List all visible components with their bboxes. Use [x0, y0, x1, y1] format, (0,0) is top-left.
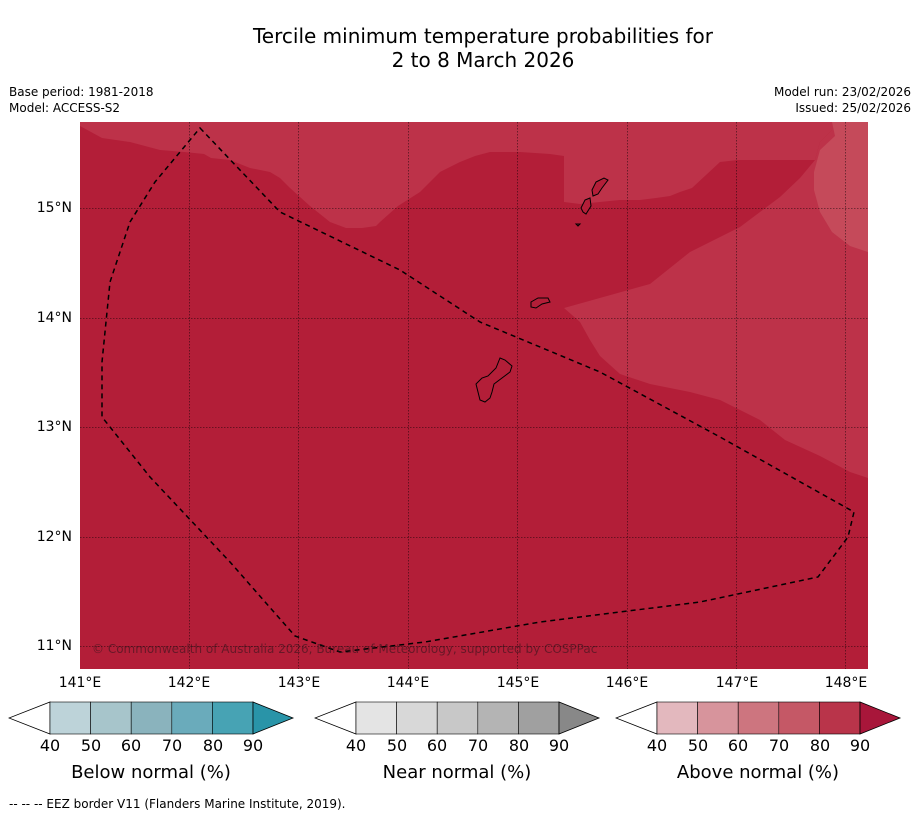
cb2-tick-60: 60 [727, 736, 749, 755]
cb2-tick-40: 40 [646, 736, 668, 755]
lat-label-15n: 15°N [36, 200, 72, 216]
lat-label-11n: 11°N [36, 638, 72, 654]
lon-label-147e: 147°E [715, 675, 759, 691]
chart-title-line2: 2 to 8 March 2026 [391, 48, 575, 72]
colorbar-near-normal [314, 701, 601, 735]
colorbar-segment-70-80 [171, 701, 213, 735]
colorbar-segment-under [8, 701, 51, 735]
chart-title-line1: Tercile minimum temperature probabilitie… [252, 24, 714, 48]
lat-label-14n: 14°N [36, 310, 72, 326]
cb2-tick-90: 90 [849, 736, 871, 755]
cb0-tick-90: 90 [242, 736, 264, 755]
lon-label-142e: 142°E [167, 675, 211, 691]
lat-label-12n: 12°N [36, 529, 72, 545]
colorbar-segment-50-60 [396, 701, 438, 735]
region-70-80-east [564, 122, 868, 478]
cb1-tick-80: 80 [508, 736, 530, 755]
eez-border [101, 126, 855, 653]
colorbar-below-normal [8, 701, 295, 735]
colorbar-segment-40-50 [355, 701, 397, 735]
colorbar-segment-60-70 [130, 701, 173, 735]
colorbar-segment-over [252, 701, 295, 735]
lon-label-141e: 141°E [58, 675, 102, 691]
colorbar-segment-under [615, 701, 658, 735]
guam-island [475, 357, 513, 403]
colorbar-below-label: Below normal (%) [71, 762, 231, 783]
cb2-tick-50: 50 [687, 736, 709, 755]
cb1-tick-40: 40 [345, 736, 367, 755]
region-60-70 [814, 122, 868, 252]
colorbar-segment-over [859, 701, 902, 735]
lon-label-148e: 148°E [824, 675, 868, 691]
cb0-tick-80: 80 [202, 736, 224, 755]
colorbar-segment-40-50 [656, 701, 698, 735]
lon-label-143e: 143°E [277, 675, 321, 691]
rota-island [530, 297, 551, 309]
probability-map [80, 122, 868, 669]
colorbar-segment-80-90 [518, 701, 560, 735]
aguijan-island [574, 223, 582, 227]
cb1-tick-90: 90 [548, 736, 570, 755]
colorbar-segment-70-80 [778, 701, 820, 735]
issued-date: Issued: 25/02/2026 [795, 101, 911, 115]
colorbar-near-label: Near normal (%) [382, 762, 532, 783]
model-run: Model run: 23/02/2026 [773, 85, 911, 99]
region-70-80 [80, 122, 832, 228]
cb2-tick-70: 70 [768, 736, 790, 755]
lon-label-145e: 145°E [496, 675, 540, 691]
lon-label-146e: 146°E [605, 675, 649, 691]
colorbar-segment-80-90 [212, 701, 254, 735]
cb1-tick-50: 50 [386, 736, 408, 755]
cb2-tick-80: 80 [809, 736, 831, 755]
cb0-tick-50: 50 [80, 736, 102, 755]
colorbar-segment-60-70 [436, 701, 479, 735]
lon-label-144e: 144°E [386, 675, 430, 691]
colorbar-segment-40-50 [49, 701, 91, 735]
cb1-tick-60: 60 [426, 736, 448, 755]
cb0-tick-60: 60 [120, 736, 142, 755]
colorbar-segment-60-70 [737, 701, 780, 735]
colorbar-segment-over [558, 701, 601, 735]
cb0-tick-70: 70 [161, 736, 183, 755]
base-period: Base period: 1981-2018 [9, 85, 154, 99]
colorbar-segment-70-80 [477, 701, 519, 735]
colorbar-segment-50-60 [90, 701, 132, 735]
tinian-island [580, 197, 592, 215]
eez-footnote: -- -- -- EEZ border V11 (Flanders Marine… [9, 797, 346, 811]
colorbar-segment-80-90 [819, 701, 861, 735]
colorbar-segment-under [314, 701, 357, 735]
lat-label-13n: 13°N [36, 419, 72, 435]
colorbar-above-normal [615, 701, 902, 735]
islands [475, 177, 609, 403]
map-copyright: © Commonwealth of Australia 2026, Bureau… [92, 642, 598, 656]
colorbar-segment-50-60 [697, 701, 739, 735]
cb1-tick-70: 70 [467, 736, 489, 755]
colorbar-above-label: Above normal (%) [676, 762, 840, 783]
cb0-tick-40: 40 [39, 736, 61, 755]
saipan-island [591, 177, 609, 197]
model-name: Model: ACCESS-S2 [9, 101, 121, 115]
